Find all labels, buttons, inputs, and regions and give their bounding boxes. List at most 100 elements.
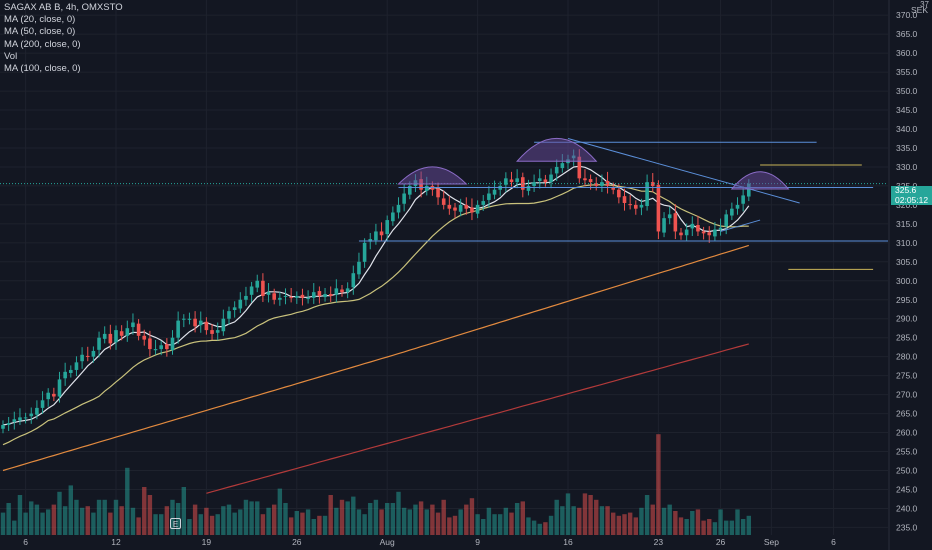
- volume-bar: [317, 515, 322, 535]
- candle-body: [182, 318, 186, 320]
- volume-bar: [413, 504, 418, 535]
- candle-body: [69, 369, 73, 373]
- legend-ma200[interactable]: MA (200, close, 0): [4, 38, 81, 50]
- candle-body: [588, 179, 593, 183]
- symbol-title[interactable]: SAGAX AB B, 4h, OMXSTO: [4, 2, 123, 13]
- legend-ma100[interactable]: MA (100, close, 0): [4, 63, 81, 75]
- volume-bar: [79, 507, 85, 535]
- candle-body: [368, 239, 373, 242]
- candle-body: [238, 299, 243, 309]
- currency-label[interactable]: SEK: [910, 5, 928, 15]
- volume-bar: [469, 498, 475, 535]
- candle-body: [718, 227, 723, 230]
- candle-body: [283, 295, 288, 297]
- volume-bar: [740, 519, 746, 535]
- volume-bar: [198, 514, 203, 535]
- volume-bar: [373, 499, 379, 535]
- volume-bar: [266, 507, 271, 535]
- volume-bar: [17, 495, 23, 535]
- candle-body: [464, 204, 469, 209]
- volume-bar: [616, 515, 622, 535]
- candle-body: [487, 193, 491, 200]
- volume-bar: [514, 503, 520, 535]
- volume-bar: [119, 506, 124, 535]
- legend-ma50[interactable]: MA (50, close, 0): [4, 26, 76, 38]
- candle-body: [701, 231, 706, 234]
- candle-body: [543, 179, 548, 183]
- volume-bar: [328, 495, 333, 535]
- candle-body: [628, 204, 632, 206]
- candle-body: [453, 207, 457, 211]
- volume-bar: [644, 495, 650, 535]
- y-tick-label: 270.0: [896, 390, 918, 400]
- y-tick-label: 300.0: [896, 276, 918, 286]
- volume-bar: [142, 487, 147, 535]
- trendline: [567, 138, 800, 204]
- candle-body: [278, 297, 282, 300]
- volume-bar: [23, 512, 28, 535]
- candle-body: [119, 331, 124, 336]
- candle-body: [340, 289, 344, 293]
- price-axis[interactable]: 235.0 240.0 245.0 250.0 255.0 260.0 265.0 270.0…: [888, 0, 918, 550]
- volume-bar: [684, 519, 689, 535]
- grid-lines: [0, 0, 888, 535]
- volume-bar: [441, 499, 446, 535]
- candle-body: [560, 163, 565, 169]
- volume-bar: [283, 503, 288, 535]
- volume-bar: [46, 509, 51, 535]
- x-tick-label: 6: [23, 537, 28, 547]
- volume-bar: [577, 507, 582, 535]
- candle-body: [261, 280, 265, 296]
- candle-body: [125, 328, 130, 336]
- y-tick-label: 235.0: [896, 522, 918, 532]
- volume-bar: [678, 517, 684, 535]
- legend-vol[interactable]: Vol: [4, 50, 18, 62]
- volume-bar: [62, 506, 68, 535]
- volume-bar: [712, 522, 718, 535]
- volume-bar: [68, 485, 73, 535]
- volume-bar: [51, 504, 57, 535]
- candle-body: [605, 180, 610, 186]
- candle-body: [148, 338, 152, 350]
- y-tick-label: 305.0: [896, 257, 918, 267]
- candle-body: [306, 297, 310, 299]
- candle-body: [266, 292, 271, 295]
- y-tick-label: 265.0: [896, 409, 918, 419]
- candle-body: [114, 330, 118, 343]
- candle-body: [204, 321, 209, 331]
- candle-body: [492, 189, 497, 195]
- volume-bar: [531, 520, 537, 535]
- candle-body: [436, 188, 440, 198]
- candle-body: [249, 286, 254, 295]
- candle-body: [679, 232, 683, 236]
- y-tick-label: 245.0: [896, 484, 918, 494]
- volume-bar: [153, 514, 158, 535]
- volume-bar: [204, 507, 209, 535]
- volume-bar: [147, 495, 153, 535]
- volume-bar: [724, 520, 729, 535]
- volume-bar: [130, 507, 136, 535]
- time-axis[interactable]: 6 12 19 26 Aug 9 16 23 26 Sep 6: [23, 537, 836, 547]
- volume-bar: [656, 434, 661, 535]
- volume-bar: [159, 514, 164, 535]
- volume-bar: [622, 514, 627, 535]
- candle-body: [634, 204, 638, 209]
- candle-body: [447, 204, 452, 209]
- candle-body: [311, 292, 316, 298]
- candle-body: [97, 337, 101, 350]
- candle-body: [362, 242, 367, 262]
- volume-bar: [667, 504, 672, 535]
- volume-bar: [170, 499, 175, 535]
- earnings-event-icon[interactable]: E: [170, 518, 181, 529]
- volume-bar: [526, 517, 531, 535]
- y-tick-label: 355.0: [896, 67, 918, 77]
- legend-ma20[interactable]: MA (20, close, 0): [4, 14, 76, 26]
- last-price-tag: 325.6 02:05:12: [891, 185, 932, 205]
- y-tick-label: 315.0: [896, 219, 918, 229]
- volume-bar: [498, 514, 503, 535]
- volume-bar: [695, 509, 701, 535]
- volume-bar: [639, 507, 644, 535]
- candle-body: [611, 187, 615, 190]
- candle-body: [684, 229, 689, 236]
